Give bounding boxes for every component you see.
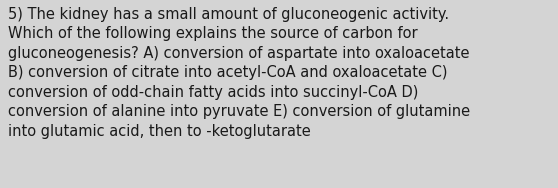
- Text: 5) The kidney has a small amount of gluconeogenic activity.
Which of the followi: 5) The kidney has a small amount of gluc…: [8, 7, 470, 139]
